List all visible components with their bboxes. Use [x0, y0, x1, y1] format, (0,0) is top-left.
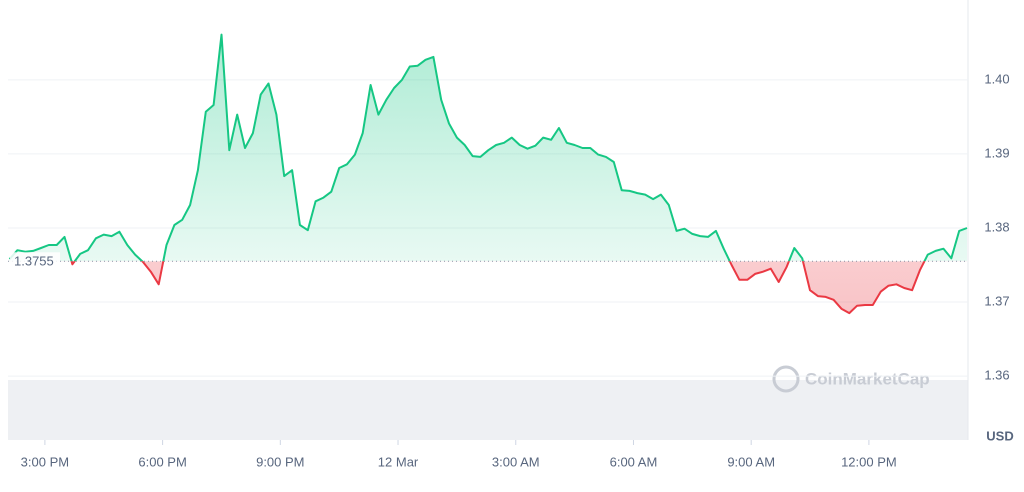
price-line-up	[8, 33, 968, 262]
volume-area	[8, 380, 968, 440]
y-tick-label: 1.38	[984, 219, 1009, 234]
baseline-label-bg	[10, 252, 60, 271]
y-tick-label: 1.40	[984, 71, 1009, 86]
x-tick-label: 6:00 AM	[610, 454, 658, 469]
price-line-down	[70, 261, 926, 315]
area-up	[9, 34, 967, 262]
watermark: CoinMarketCap	[772, 365, 930, 393]
baseline-label: 1.3755	[14, 254, 54, 269]
x-tick-label: 12 Mar	[378, 454, 419, 469]
watermark-text: CoinMarketCap	[805, 369, 930, 388]
y-tick-label: 1.36	[984, 368, 1009, 383]
area-down	[71, 261, 925, 314]
x-tick-label: 6:00 PM	[138, 454, 186, 469]
y-tick-label: 1.39	[984, 145, 1009, 160]
currency-label: USD	[986, 428, 1013, 443]
x-tick-label: 3:00 PM	[21, 454, 69, 469]
x-tick-label: 9:00 PM	[256, 454, 304, 469]
x-tick-label: 3:00 AM	[492, 454, 540, 469]
y-tick-label: 1.37	[984, 293, 1009, 308]
x-tick-label: 9:00 AM	[727, 454, 775, 469]
x-tick-label: 12:00 PM	[841, 454, 897, 469]
